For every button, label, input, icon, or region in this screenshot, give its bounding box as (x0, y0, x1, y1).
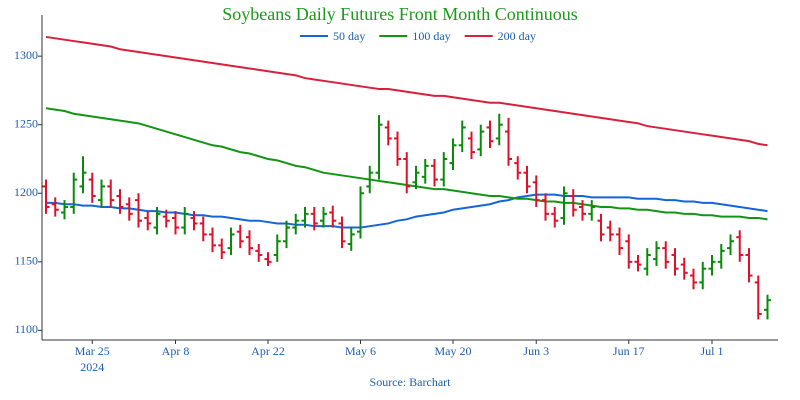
chart-title: Soybeans Daily Futures Front Month Conti… (222, 4, 578, 24)
x-tick-label: Mar 25 (75, 344, 110, 358)
y-tick-label: 1200 (14, 185, 38, 199)
x-tick-label: May 20 (435, 344, 472, 358)
y-tick-label: 1250 (14, 116, 38, 130)
x-tick-label: Apr 8 (162, 344, 190, 358)
x-tick-label: May 6 (345, 344, 376, 358)
x-year-label: 2024 (80, 360, 104, 374)
y-tick-label: 1300 (14, 48, 38, 62)
source-note: Source: Barchart (370, 375, 452, 389)
x-tick-label: Apr 22 (251, 344, 285, 358)
legend-label: 100 day (412, 29, 450, 43)
ma-line (45, 35, 768, 147)
legend-label: 50 day (333, 29, 365, 43)
legend-label: 200 day (498, 29, 536, 43)
x-tick-label: Jun 3 (523, 344, 549, 358)
x-tick-label: Jun 17 (613, 344, 645, 358)
x-tick-label: Jul 1 (700, 344, 723, 358)
y-tick-label: 1150 (14, 254, 38, 268)
y-tick-label: 1100 (14, 322, 38, 336)
